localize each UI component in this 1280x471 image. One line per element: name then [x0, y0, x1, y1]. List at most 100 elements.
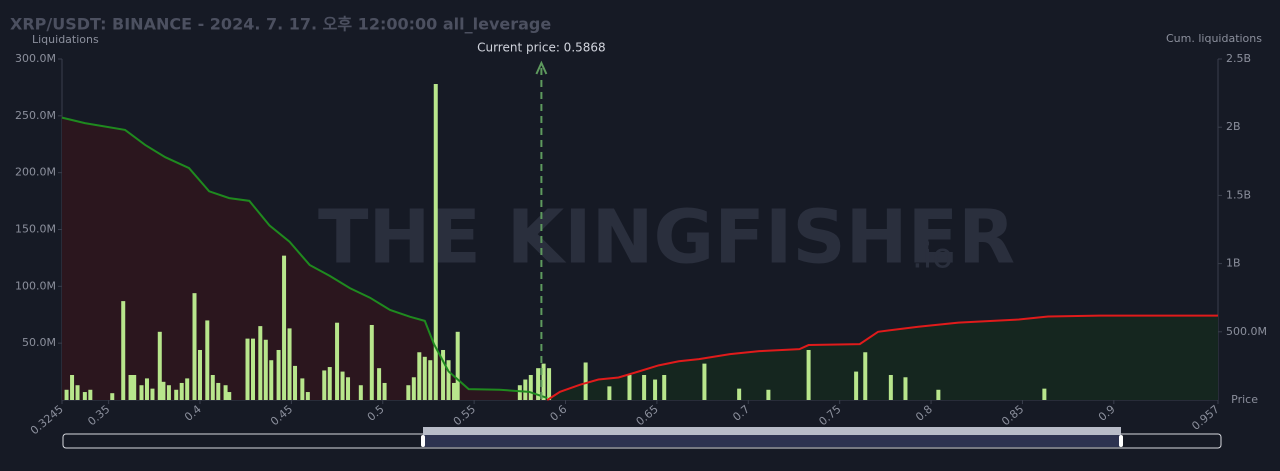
bar — [517, 385, 522, 400]
cum-line — [546, 314, 1218, 401]
bar — [70, 374, 75, 400]
bar — [305, 392, 310, 400]
bar — [263, 339, 268, 400]
watermark: THE KINGFISHER — [318, 195, 1015, 281]
bar — [541, 363, 546, 400]
bar — [174, 389, 179, 400]
bar — [245, 338, 250, 400]
bar — [250, 338, 255, 400]
bar — [422, 356, 427, 400]
bar — [161, 381, 166, 400]
y2-tick-label: 500.0M — [1226, 325, 1267, 338]
bar — [327, 367, 332, 400]
bar — [300, 378, 305, 400]
scroll-range[interactable] — [423, 435, 1121, 447]
bar — [1042, 388, 1047, 400]
bar — [335, 322, 340, 400]
y2-tick-label: 2.5B — [1226, 52, 1251, 65]
y-tick-label: 200.0M — [15, 166, 56, 179]
y2-tick-label: 2B — [1226, 120, 1241, 133]
scroll-grip-left[interactable] — [421, 435, 425, 447]
current-price-arrow — [535, 60, 548, 75]
bar — [662, 374, 667, 400]
bar — [863, 352, 868, 400]
bar — [406, 385, 411, 400]
bar — [607, 386, 612, 400]
bar — [528, 374, 533, 400]
x-axis-label: Price — [1231, 393, 1258, 406]
bar — [642, 374, 647, 400]
y-axis-label: Liquidations — [32, 33, 99, 46]
bar — [411, 377, 416, 400]
bar — [121, 301, 126, 400]
scroll-grip-right[interactable] — [1119, 435, 1123, 447]
bar — [185, 378, 190, 400]
y2-tick-label: 1B — [1226, 257, 1241, 270]
bar — [428, 360, 433, 400]
bar — [223, 385, 228, 400]
y-tick-label: 100.0M — [15, 279, 56, 292]
bar — [227, 392, 232, 400]
bar — [132, 374, 137, 400]
bar — [382, 382, 387, 400]
bar — [358, 385, 363, 400]
bar — [276, 349, 281, 400]
bar — [547, 368, 552, 400]
bar — [64, 389, 69, 400]
y-tick-label: 250.0M — [15, 109, 56, 122]
bar — [179, 382, 184, 400]
cum-area — [547, 315, 1218, 400]
bar — [653, 379, 658, 400]
bar — [455, 331, 460, 400]
bar — [293, 365, 298, 400]
bar — [936, 389, 941, 400]
current-price-label: Current price: 0.5868 — [477, 41, 606, 55]
y-tick-label: 150.0M — [15, 223, 56, 236]
bar — [346, 377, 351, 400]
bar — [282, 255, 287, 400]
bar — [446, 360, 451, 400]
bar — [888, 374, 893, 400]
bar — [192, 293, 197, 400]
bar — [75, 385, 80, 400]
bar — [854, 371, 859, 400]
bar — [523, 379, 528, 400]
y-tick-label: 300.0M — [15, 52, 56, 65]
bar — [702, 363, 707, 400]
bar — [287, 328, 292, 400]
bar — [150, 388, 155, 400]
bar — [88, 389, 93, 400]
bar — [433, 84, 438, 401]
bar — [766, 389, 771, 400]
bar — [144, 378, 149, 400]
bar — [583, 362, 588, 400]
bar — [377, 368, 382, 400]
bar — [166, 385, 171, 400]
bar — [269, 360, 274, 400]
watermark-suffix: .io — [912, 237, 953, 277]
cum-area — [62, 117, 548, 400]
bar — [205, 320, 210, 400]
bar — [110, 393, 115, 400]
y2-axis-label: Cum. liquidations — [1166, 32, 1262, 45]
bar — [369, 324, 374, 400]
cum-line — [61, 116, 548, 399]
bar — [258, 326, 263, 400]
bar — [806, 349, 811, 400]
bar — [197, 349, 202, 400]
bar — [322, 370, 327, 400]
bar — [139, 385, 144, 400]
scroll-handle[interactable] — [423, 427, 1121, 435]
y-tick-label: 50.0M — [22, 336, 56, 349]
bar — [340, 371, 345, 400]
bar — [157, 331, 162, 400]
bar — [210, 374, 215, 400]
bar — [452, 382, 457, 400]
bar — [903, 377, 908, 400]
y2-tick-label: 1.5B — [1226, 188, 1251, 201]
bar — [441, 349, 446, 400]
bar — [737, 388, 742, 400]
bar — [128, 374, 133, 400]
